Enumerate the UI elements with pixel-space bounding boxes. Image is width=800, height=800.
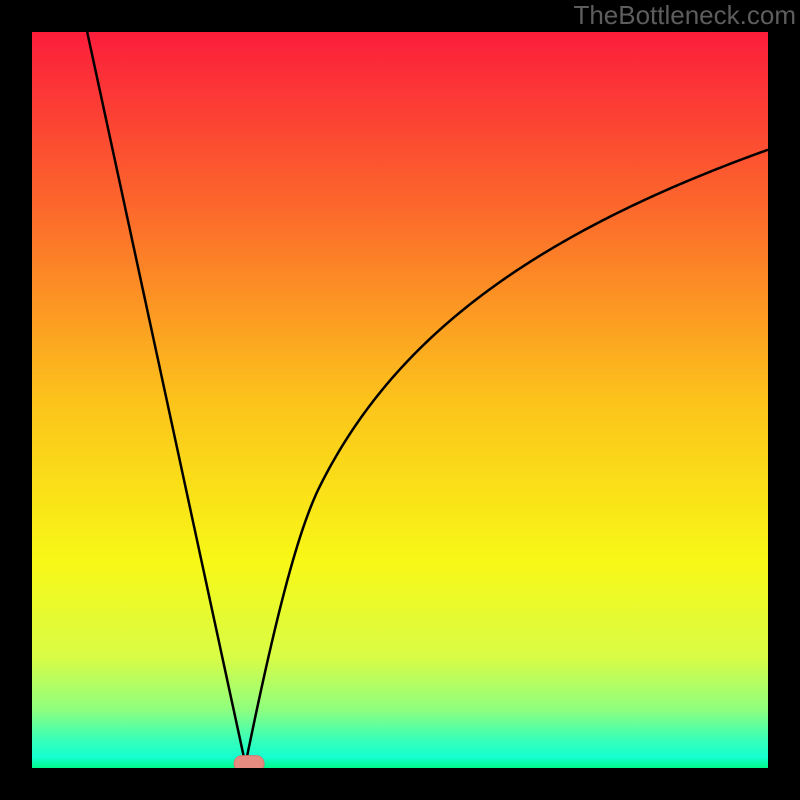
frame-right <box>768 0 800 800</box>
chart-stage: TheBottleneck.com <box>0 0 800 800</box>
bottleneck-chart <box>0 0 800 800</box>
plot-background <box>32 32 768 768</box>
frame-bottom <box>0 768 800 800</box>
watermark-link[interactable]: TheBottleneck.com <box>573 0 796 31</box>
frame-left <box>0 0 32 800</box>
